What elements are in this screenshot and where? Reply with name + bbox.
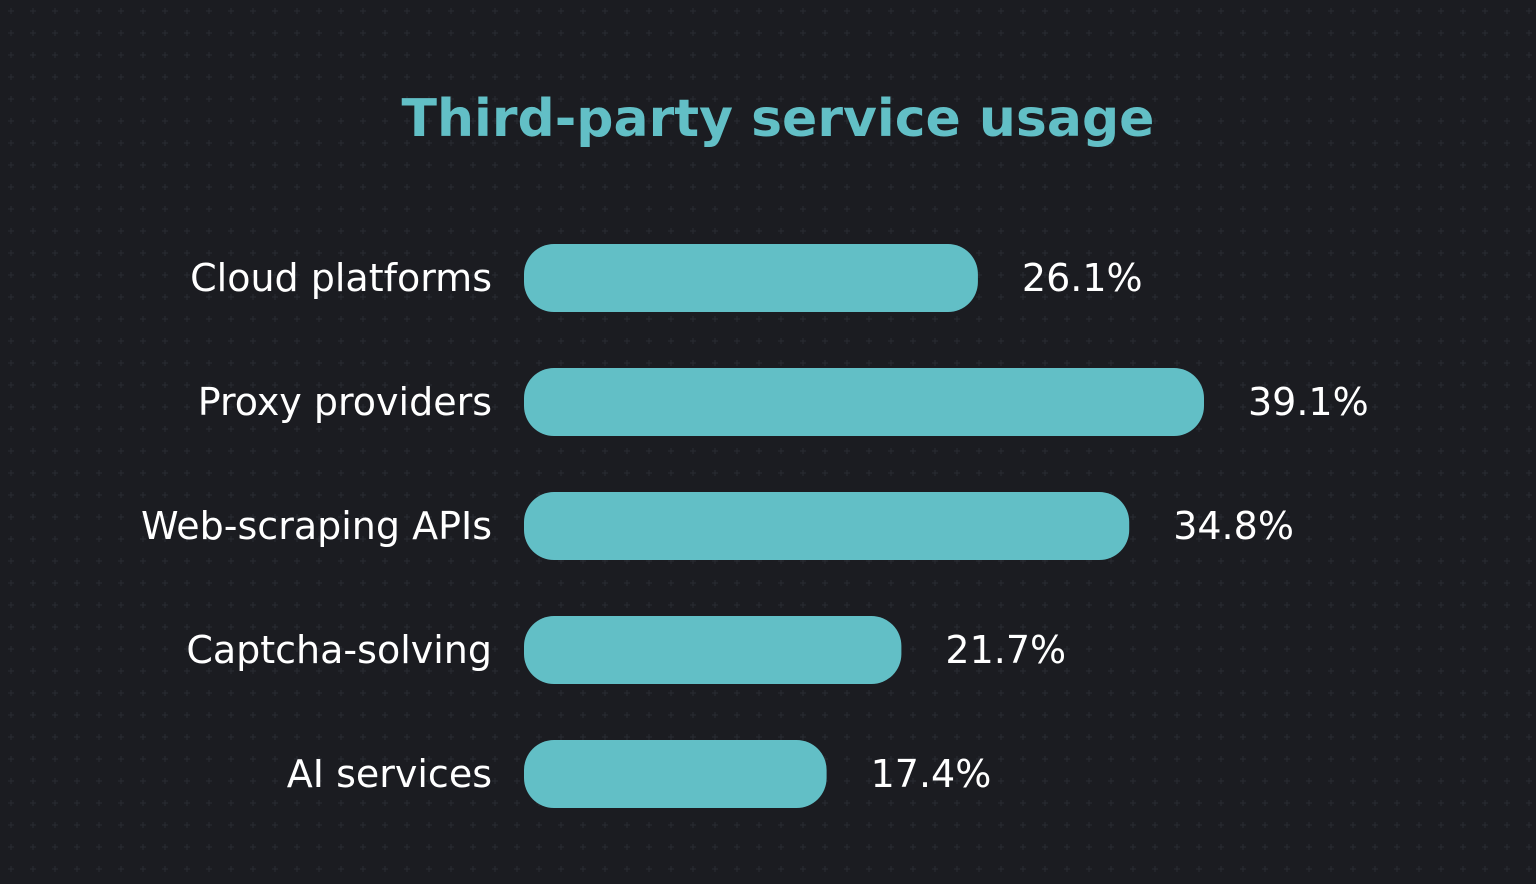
bar xyxy=(524,492,1130,560)
bar xyxy=(524,368,1204,436)
value-label: 39.1% xyxy=(1248,380,1369,424)
bars-layer: Cloud platforms 26.1% Proxy providers 39.1%… xyxy=(141,244,1369,808)
category-label: AI services xyxy=(287,752,492,796)
value-label: 26.1% xyxy=(1022,256,1143,300)
bar xyxy=(524,244,978,312)
bar xyxy=(524,616,902,684)
category-label: Web-scraping APIs xyxy=(141,504,492,548)
category-label: Captcha-solving xyxy=(186,628,492,672)
category-label: Proxy providers xyxy=(198,380,492,424)
category-label: Cloud platforms xyxy=(190,256,492,300)
value-label: 34.8% xyxy=(1173,504,1294,548)
value-label: 21.7% xyxy=(945,628,1066,672)
value-label: 17.4% xyxy=(871,752,992,796)
chart-title: Third-party service usage xyxy=(402,89,1155,149)
bar xyxy=(524,740,827,808)
